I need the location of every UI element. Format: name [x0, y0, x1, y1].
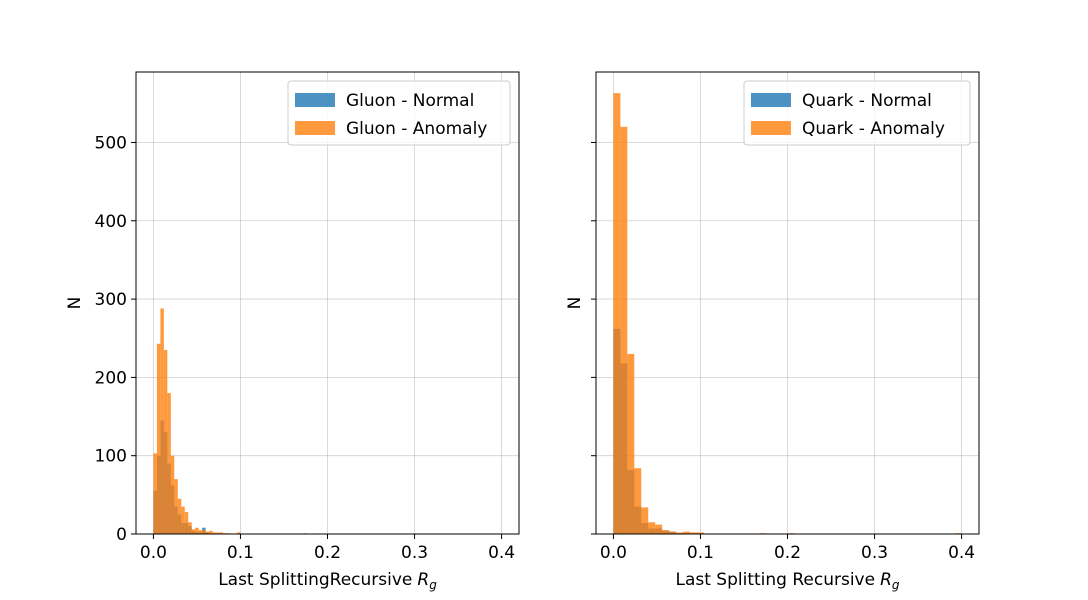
y-tick-label: 0 — [116, 525, 127, 545]
legend-swatch — [751, 121, 791, 135]
bar — [219, 532, 224, 534]
bar — [634, 468, 642, 534]
bar — [676, 532, 684, 534]
legend-swatch — [295, 121, 335, 135]
y-tick-label: 400 — [95, 212, 127, 232]
bar — [620, 126, 628, 534]
x-axis-label: Last Splitting Recursive Rg — [675, 570, 899, 592]
bar — [662, 530, 670, 534]
x-axis-label: Last SplittingRecursive Rg — [218, 570, 437, 592]
y-tick-label: 200 — [95, 368, 127, 388]
bar — [627, 353, 635, 534]
bar — [205, 531, 210, 534]
bar — [188, 522, 192, 534]
x-tick-label: 0.2 — [314, 543, 341, 563]
bar — [696, 532, 704, 534]
x-tick-label: 0.0 — [600, 543, 627, 563]
legend-swatch — [295, 93, 335, 107]
y-tick-label: 500 — [95, 133, 127, 153]
bar — [167, 393, 171, 534]
legend-box — [287, 80, 511, 146]
legend-swatch — [751, 93, 791, 107]
bar — [216, 532, 220, 534]
bar — [153, 453, 157, 534]
x-axis-label-subscript: g — [892, 578, 900, 592]
bar — [156, 343, 161, 534]
y-axis-label: N — [65, 297, 85, 310]
bar — [236, 532, 241, 534]
x-tick-label: 0.4 — [488, 543, 515, 563]
x-tick-label: 0.1 — [687, 543, 714, 563]
bar — [170, 455, 175, 534]
bar — [641, 507, 649, 534]
legend: Quark - Normal Quark - Anomaly — [743, 80, 971, 146]
legend-label: Quark - Anomaly — [802, 119, 945, 139]
x-tick-label: 0.2 — [774, 543, 801, 563]
x-axis-label-text: Last Splitting Recursive — [675, 570, 875, 590]
x-tick-label: 0.4 — [948, 543, 975, 563]
x-axis-label-subscript: g — [429, 578, 437, 592]
x-tick-label: 0.3 — [861, 543, 888, 563]
bar — [195, 527, 199, 534]
bar — [181, 506, 185, 534]
bar — [209, 530, 213, 534]
x-tick-label: 0.0 — [140, 543, 167, 563]
legend-label: Gluon - Normal — [346, 91, 474, 111]
x-tick-label: 0.3 — [401, 543, 428, 563]
y-tick-label: 300 — [95, 290, 127, 310]
x-tick-label: 0.1 — [227, 543, 254, 563]
y-tick-label: 100 — [95, 447, 127, 467]
y-axis-label: N — [565, 297, 585, 310]
bar — [648, 522, 656, 534]
x-axis-label-text: Last SplittingRecursive — [218, 570, 412, 590]
chart-panel-2: 0.0 0.1 0.2 0.3 0.4 N Last Splitting Recursive… — [565, 71, 980, 592]
legend-label: Gluon - Anomaly — [346, 119, 487, 139]
bar — [184, 512, 189, 534]
bar — [163, 349, 168, 534]
bar — [669, 531, 677, 534]
bar — [177, 498, 182, 534]
bar — [690, 532, 697, 534]
bar — [174, 479, 178, 534]
bar — [655, 524, 663, 534]
chart-panel-1: 0.0 0.1 0.2 0.3 0.4 0 100 200 300 400 500 N Last Spl… — [65, 71, 520, 592]
legend: Gluon - Normal Gluon - Anomaly — [287, 80, 511, 146]
bar — [160, 308, 164, 534]
legend-box — [743, 80, 971, 146]
bar — [198, 530, 203, 534]
series-2 — [613, 93, 962, 535]
bar — [202, 530, 206, 534]
x-axis-label-symbol: R — [417, 570, 429, 590]
x-axis-label-symbol: R — [880, 570, 892, 590]
bar — [683, 531, 691, 534]
bar — [191, 529, 196, 534]
legend-label: Quark - Normal — [802, 91, 932, 111]
series-2 — [153, 308, 307, 534]
bar — [613, 93, 621, 535]
bar — [212, 532, 217, 534]
